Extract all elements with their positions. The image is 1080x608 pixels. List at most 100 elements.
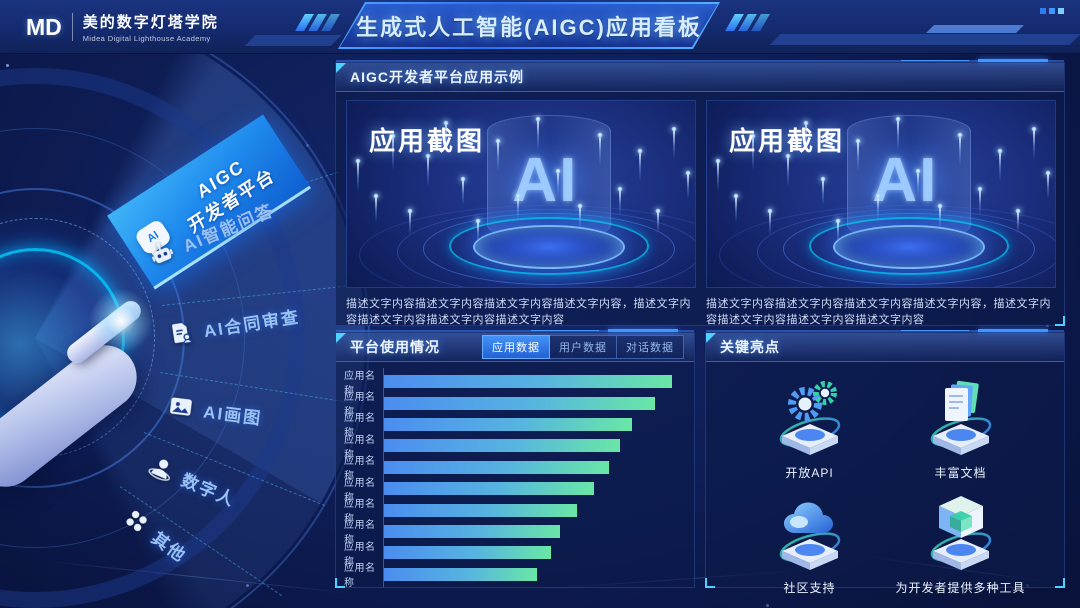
light-beam xyxy=(597,132,603,165)
bar xyxy=(384,567,537,581)
light-beam xyxy=(733,193,739,222)
sidebar-item-other[interactable]: 其他 xyxy=(118,502,193,567)
app-card-description: 描述文字内容描述文字内容描述文字内容描述文字内容，描述文字内容描述文字内容描述文… xyxy=(706,298,1051,326)
header: MD 美的数字灯塔学院 Midea Digital Lighthouse Aca… xyxy=(0,0,1080,54)
panel-highlights-header: 关键亮点 xyxy=(706,333,1064,362)
bar xyxy=(384,524,560,538)
light-beam xyxy=(460,176,466,205)
chart-row: 应用名称 xyxy=(336,542,694,568)
panel-showcase-header: AIGC开发者平台应用示例 xyxy=(336,63,1064,92)
sidebar-item-ai-qa[interactable]: AI智能问答 xyxy=(145,195,278,271)
panel-title: 平台使用情况 xyxy=(350,339,440,355)
bar xyxy=(384,482,595,496)
tab-app-data[interactable]: 应用数据 xyxy=(482,335,550,359)
logo: MD 美的数字灯塔学院 Midea Digital Lighthouse Aca… xyxy=(26,9,219,45)
highlight-community-support[interactable]: 社区支持 xyxy=(734,491,885,596)
app-screenshot-image[interactable]: AI 应用截图 xyxy=(706,100,1056,288)
sidebar-item-ai-contract-review[interactable]: AI合同审查 xyxy=(166,301,301,347)
light-beam xyxy=(1045,170,1051,199)
slash-decoration xyxy=(725,14,770,36)
ai-graphic-text: AI xyxy=(872,146,939,215)
hologram-ring xyxy=(422,213,675,285)
hologram-ring xyxy=(756,209,1055,287)
header-square-decor xyxy=(1049,8,1055,14)
bar xyxy=(384,439,621,453)
app-card-description: 描述文字内容描述文字内容描述文字内容描述文字内容，描述文字内容描述文字内容描述文… xyxy=(346,298,691,326)
panel-showcase: AIGC开发者平台应用示例 AI 应用截图 描述文字内容描述文字内容描述文字内容… xyxy=(335,59,1065,328)
light-beam xyxy=(875,193,881,220)
chart-y-axis xyxy=(383,368,384,587)
corner-bracket xyxy=(335,578,345,588)
chart-row: 应用名称 xyxy=(336,371,694,397)
light-beam xyxy=(855,138,861,171)
highlight-developer-tools[interactable]: 为开发者提供多种工具 xyxy=(885,491,1036,596)
light-beam xyxy=(997,148,1003,181)
corner-bracket xyxy=(1055,316,1065,326)
chart-category-label: 应用名称 xyxy=(344,563,376,590)
tab-user-data[interactable]: 用户数据 xyxy=(550,335,617,359)
chart-category-label: 应用名称 xyxy=(344,456,376,483)
chart-row: 应用名称 xyxy=(336,478,694,504)
chart-category-label: 应用名称 xyxy=(344,499,376,526)
title-banner: 生成式人工智能(AIGC)应用看板 xyxy=(338,2,720,49)
light-beam xyxy=(750,133,756,170)
sidebar-item-ai-drawing[interactable]: AI画图 xyxy=(166,392,263,429)
light-beam xyxy=(785,153,791,186)
chart-category-label: 应用名称 xyxy=(344,520,376,547)
light-beam xyxy=(820,176,826,205)
light-beam xyxy=(617,186,623,215)
chart-category-label: 应用名称 xyxy=(344,370,376,397)
gears-icon xyxy=(779,381,840,455)
light-beam xyxy=(1031,126,1037,159)
light-beam xyxy=(915,168,921,197)
corner-bracket xyxy=(705,578,715,588)
header-decor-band xyxy=(769,34,1080,45)
hologram-ring xyxy=(396,209,695,287)
light-beam xyxy=(637,148,643,181)
light-beam xyxy=(937,203,943,230)
light-beam xyxy=(515,193,521,220)
panel-usage: 平台使用情况 应用数据 用户数据 对话数据 应用名称 应用名称 应用名称 应用名… xyxy=(335,329,695,590)
light-beam xyxy=(373,193,379,222)
grid-dots-icon xyxy=(126,510,147,532)
light-beam xyxy=(495,138,501,171)
ai-graphic-text: AI xyxy=(512,146,579,215)
light-beam xyxy=(555,168,561,197)
light-beam xyxy=(895,116,901,151)
highlight-label: 开放API xyxy=(785,466,834,480)
panel-highlights: 关键亮点 开放API xyxy=(705,329,1065,595)
chart-category-label: 应用名称 xyxy=(344,541,376,568)
header-square-decor xyxy=(1040,8,1046,14)
robot-icon xyxy=(152,243,174,264)
app-card: AI 应用截图 描述文字内容描述文字内容描述文字内容描述文字内容，描述文字内容描… xyxy=(346,100,696,328)
light-beam xyxy=(443,120,449,151)
light-beam xyxy=(767,208,773,235)
light-beam xyxy=(1015,208,1021,233)
slash-decoration xyxy=(295,14,340,36)
light-beam xyxy=(715,158,721,191)
highlight-open-api[interactable]: 开放API xyxy=(734,376,885,481)
light-beam xyxy=(425,153,431,186)
usage-tab-group: 应用数据 用户数据 对话数据 xyxy=(482,335,684,359)
sidebar-item-digital-human[interactable]: 数字人 xyxy=(145,451,241,511)
highlight-label: 社区支持 xyxy=(783,581,836,595)
digital-human-icon xyxy=(148,459,171,481)
logo-mark: MD xyxy=(26,14,62,40)
corner-bracket xyxy=(1055,578,1065,588)
logo-divider xyxy=(71,13,73,41)
header-decor-band xyxy=(244,35,342,46)
logo-title-en: Midea Digital Lighthouse Academy xyxy=(82,34,211,43)
app-screenshot-image[interactable]: AI 应用截图 xyxy=(346,100,696,288)
screenshot-label: 应用截图 xyxy=(729,126,846,156)
light-beam xyxy=(957,132,963,165)
tab-conversation-data[interactable]: 对话数据 xyxy=(617,335,684,359)
page-title: 生成式人工智能(AIGC)应用看板 xyxy=(356,14,702,40)
highlight-rich-docs[interactable]: 丰富文档 xyxy=(885,376,1036,481)
highlight-label: 丰富文档 xyxy=(934,466,987,480)
chart-category-label: 应用名称 xyxy=(344,392,376,419)
light-beam xyxy=(407,208,413,235)
light-beam xyxy=(355,158,361,191)
chart-row: 应用名称 xyxy=(336,520,694,546)
bar xyxy=(384,460,609,474)
